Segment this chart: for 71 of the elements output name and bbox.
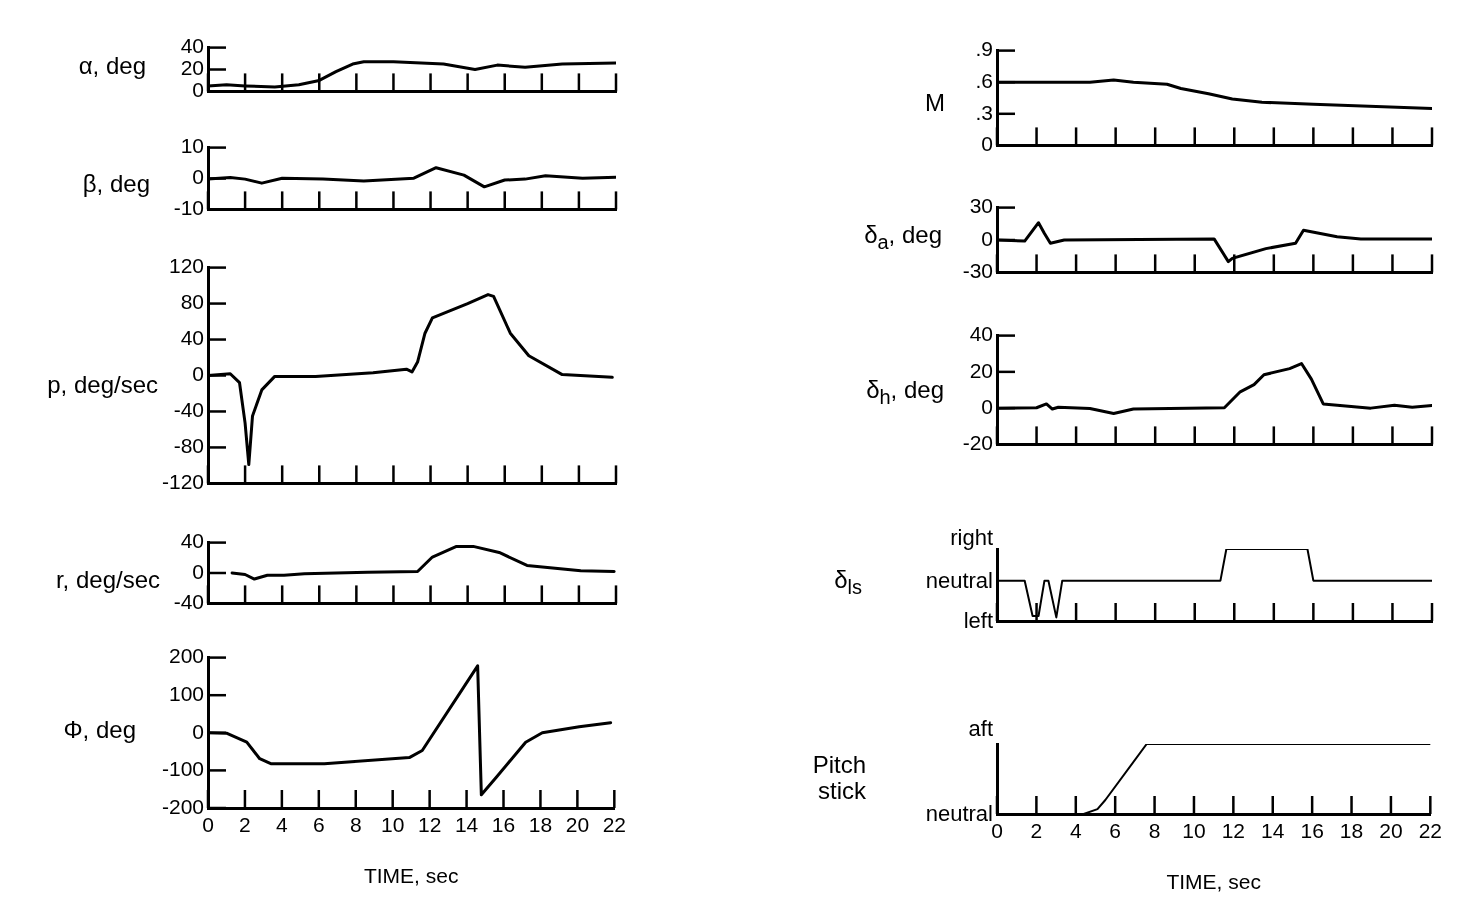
y-tick-label: 100 bbox=[168, 682, 204, 705]
y-axis-title: Pitch stick bbox=[811, 750, 866, 805]
text: aft bbox=[967, 716, 993, 741]
y-tick-label: 0 bbox=[192, 719, 204, 743]
y-tick-label: 40 bbox=[969, 322, 993, 346]
y-tick-label: 200 bbox=[168, 644, 204, 668]
x-tick-label: 14 bbox=[454, 813, 479, 837]
y-tick-label: -20 bbox=[962, 431, 993, 455]
y-tick-label: -100 bbox=[161, 757, 204, 781]
text: neutral bbox=[924, 801, 993, 826]
x-tick-label: 22 bbox=[602, 813, 626, 837]
x-tick-label: 18 bbox=[528, 813, 553, 837]
x-tick-label: 8 bbox=[1148, 819, 1161, 843]
text: neutral bbox=[924, 568, 993, 593]
x-tick-label: 4 bbox=[1069, 819, 1082, 843]
y-tick-label: 0 bbox=[192, 559, 204, 583]
x-tick-label: 16 bbox=[1300, 819, 1324, 843]
y-tick-label: 20 bbox=[969, 358, 993, 382]
y-tick-label: 0 bbox=[981, 132, 993, 156]
x-tick-label: 2 bbox=[1030, 819, 1043, 843]
y-tick-label: 80 bbox=[180, 290, 204, 314]
y-tick-label: 0 bbox=[981, 394, 993, 418]
text: left bbox=[962, 608, 993, 633]
y-tick-label: -80 bbox=[173, 434, 204, 458]
y-tick-label: 0 bbox=[192, 78, 204, 102]
x-tick-label: 2 bbox=[239, 813, 251, 837]
x-tick-label: 10 bbox=[381, 813, 405, 837]
y-axis-title: δ$_{h}$, deg bbox=[865, 375, 944, 408]
y-tick-label: 40 bbox=[180, 529, 204, 553]
y-tick-label: 0 bbox=[192, 165, 204, 189]
x-tick-label: 12 bbox=[417, 813, 442, 837]
y-tick-label: 10 bbox=[180, 134, 204, 158]
y-tick-label: 0 bbox=[192, 362, 204, 386]
y-tick-label: -40 bbox=[173, 398, 204, 422]
y-axis-title: δ$_{ls}$ bbox=[833, 565, 862, 598]
y-tick-label: 0 bbox=[981, 226, 993, 250]
y-tick-label: .3 bbox=[975, 100, 993, 124]
x-tick-label: 20 bbox=[565, 813, 590, 837]
x-tick-label: 14 bbox=[1261, 819, 1285, 843]
y-tick-label: 30 bbox=[969, 194, 993, 218]
y-tick-label: .6 bbox=[975, 69, 993, 92]
x-tick-label: 8 bbox=[349, 813, 362, 837]
x-tick-label: 16 bbox=[491, 813, 516, 837]
x-axis-title: TIME, sec bbox=[363, 864, 459, 888]
text: right bbox=[949, 525, 993, 550]
y-tick-label: 40 bbox=[180, 326, 204, 350]
y-axis-title: δ$_{a}$, deg bbox=[863, 220, 942, 253]
y-tick-label: -120 bbox=[161, 470, 204, 494]
y-tick-label: 20 bbox=[180, 56, 204, 80]
x-tick-label: 22 bbox=[1418, 819, 1442, 843]
x-tick-label: 18 bbox=[1339, 819, 1364, 843]
y-tick-label: -30 bbox=[962, 259, 993, 283]
y-tick-label: 40 bbox=[180, 34, 204, 58]
x-tick-label: 4 bbox=[276, 813, 289, 837]
x-tick-label: 6 bbox=[312, 813, 325, 837]
y-axis-title: Φ, deg bbox=[62, 716, 136, 744]
x-axis-title: TIME, sec bbox=[1166, 870, 1261, 894]
y-tick-label: -200 bbox=[161, 794, 204, 818]
y-axis-title: α, deg bbox=[77, 52, 146, 80]
y-tick-label: -10 bbox=[173, 196, 204, 220]
y-axis-title: p, deg/sec bbox=[46, 371, 158, 399]
x-tick-label: 20 bbox=[1379, 819, 1403, 843]
y-tick-label: .9 bbox=[975, 37, 993, 61]
y-tick-label: 120 bbox=[168, 254, 204, 278]
x-tick-label: 10 bbox=[1182, 819, 1206, 843]
y-axis-title: r, deg/sec bbox=[54, 566, 160, 594]
x-tick-label: 12 bbox=[1221, 819, 1246, 843]
y-axis-title: M bbox=[924, 89, 945, 117]
y-tick-label: -40 bbox=[173, 590, 204, 614]
x-tick-label: 6 bbox=[1109, 819, 1122, 843]
y-axis-title: β, deg bbox=[81, 170, 150, 198]
